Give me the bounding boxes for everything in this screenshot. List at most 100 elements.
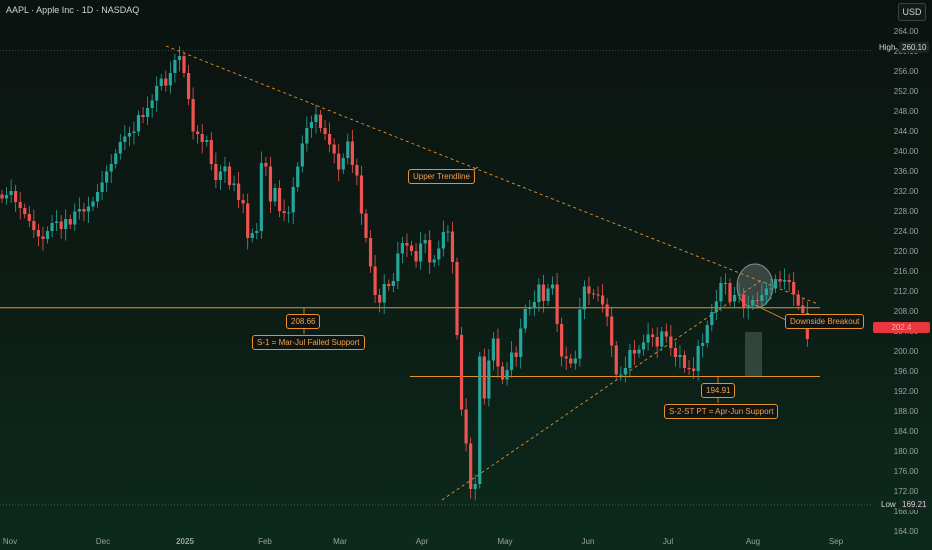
candle-body [305, 128, 309, 144]
candle-body [95, 192, 100, 202]
candle-body [268, 166, 273, 202]
candle-body [346, 141, 350, 158]
downside-breakout-label[interactable]: Downside Breakout [785, 314, 865, 329]
candle-body [678, 355, 682, 357]
candle-body [641, 342, 646, 350]
candle-body [387, 284, 391, 286]
s2-price-box[interactable]: 194.91 [701, 383, 736, 398]
candle-body [205, 140, 209, 142]
candle-body [496, 338, 500, 367]
candle-body [237, 183, 241, 200]
candle-body [601, 295, 605, 305]
candle-body [118, 142, 122, 154]
y-tick-label: 224.00 [894, 227, 919, 236]
s1-label[interactable]: S-1 = Mar-Jul Failed Support [252, 335, 365, 350]
candle-body [177, 56, 182, 60]
candle-body [18, 202, 22, 208]
candle-body [723, 283, 728, 284]
y-tick-label: 220.00 [894, 247, 919, 256]
candle-body [714, 301, 718, 312]
y-tick-label: 192.00 [894, 387, 919, 396]
candle-body [41, 236, 45, 239]
candle-body [692, 368, 696, 371]
candle-body [514, 352, 518, 357]
y-tick-label: 256.00 [894, 67, 919, 76]
s1-price-box[interactable]: 208.66 [286, 314, 321, 329]
candle-body [632, 350, 637, 354]
candle-body [414, 251, 418, 262]
candle-body [550, 284, 555, 289]
candle-body [464, 409, 468, 444]
candle-body [86, 206, 91, 212]
x-tick-label: Dec [96, 537, 110, 546]
candle-body [196, 131, 200, 134]
candle-body [637, 349, 641, 354]
x-tick-label: Sep [829, 537, 844, 546]
candle-body [787, 280, 791, 282]
candle-body [36, 230, 40, 237]
candle-body [200, 134, 204, 142]
candle-body [100, 182, 104, 192]
candle-body [801, 305, 805, 313]
upper-trendline-label[interactable]: Upper Trendline [408, 169, 475, 184]
candle-body [105, 171, 109, 183]
current-price-marker: 202.4 [873, 322, 930, 333]
candle-body [378, 295, 382, 303]
candle-body [223, 166, 227, 172]
candle-body [437, 248, 441, 260]
candle-body [751, 300, 755, 306]
candle-body [168, 73, 172, 86]
candle-body [264, 163, 268, 167]
candle-body [250, 233, 254, 238]
candle-body [423, 240, 427, 244]
y-tick-label: 196.00 [894, 367, 919, 376]
candle-body [164, 78, 168, 86]
candle-body [655, 337, 659, 347]
candle-body [564, 356, 568, 359]
symbol-title[interactable]: AAPL · Apple Inc · 1D · NASDAQ [6, 5, 140, 15]
candle-body [505, 370, 509, 380]
s2-label[interactable]: S-2-ST PT = Apr-Jun Support [664, 404, 779, 419]
candle-body [696, 346, 700, 371]
candle-body [796, 294, 800, 306]
candle-body [259, 163, 263, 231]
candle-body [150, 100, 154, 108]
x-tick-label: Feb [258, 537, 272, 546]
candle-body [783, 280, 787, 282]
y-tick-label: 236.00 [894, 167, 919, 176]
candle-body [705, 325, 709, 343]
candle-body [587, 286, 591, 294]
y-tick-label: 188.00 [894, 407, 919, 416]
candle-body [68, 219, 72, 225]
candle-body [191, 99, 195, 132]
candle-body [368, 238, 373, 267]
candle-body [432, 259, 436, 263]
candle-body [359, 175, 364, 214]
candle-body [459, 335, 464, 410]
candle-body [746, 305, 750, 308]
candle-body [473, 484, 477, 489]
candle-body [55, 221, 59, 223]
x-tick-label: Apr [416, 537, 429, 546]
candle-body [227, 166, 232, 185]
candle-body [687, 368, 691, 369]
y-tick-label: 176.00 [894, 467, 919, 476]
candle-body [682, 355, 687, 368]
candle-body [573, 358, 577, 364]
candle-body [277, 188, 282, 211]
x-tick-label: 2025 [176, 537, 194, 546]
candle-body [578, 309, 582, 359]
candle-body [500, 366, 505, 380]
currency-button[interactable]: USD [898, 3, 926, 21]
candle-body [519, 328, 523, 357]
candle-body [619, 374, 623, 376]
candle-body [755, 300, 759, 301]
candle-body [673, 348, 677, 357]
candle-body [82, 209, 86, 212]
candle-body [664, 331, 668, 337]
candle-body [186, 73, 191, 99]
candle-body [14, 191, 18, 202]
breakout-highlight-circle [736, 263, 774, 309]
candle-body [391, 281, 395, 286]
